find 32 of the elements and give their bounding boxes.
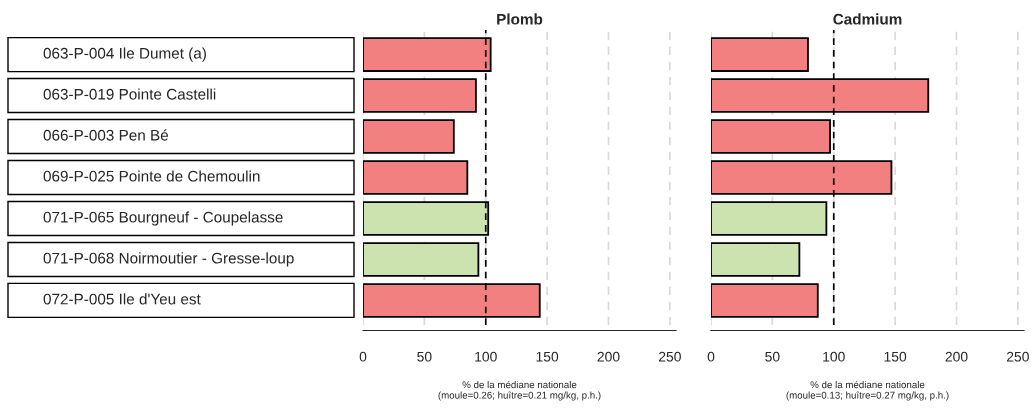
x-tick-label: 200	[597, 351, 620, 362]
x-axis-title: % de la médiane nationale (moule=0.26; huître=0.21 mg/kg, p.h.)	[438, 380, 601, 401]
y-tick-label: 066-P-003 Pen Bé	[43, 129, 169, 141]
x-tick-label: 250	[1006, 351, 1029, 362]
x-tick-label: 250	[658, 351, 681, 362]
y-tick-label: 072-P-005 Ile d'Yeu est	[43, 293, 201, 305]
bar	[363, 119, 455, 154]
y-tick-label: 069-P-025 Pointe de Chemoulin	[43, 170, 260, 182]
x-tick-label: 0	[359, 351, 367, 362]
bar	[711, 201, 828, 236]
bar	[711, 283, 819, 318]
y-tick-label: 071-P-068 Noirmoutier - Gresse-loup	[43, 252, 294, 267]
x-tick-label: 100	[475, 351, 497, 362]
bar	[363, 242, 480, 277]
y-tick-label: 063-P-019 Pointe Castelli	[43, 88, 216, 100]
y-tick-label: 063-P-004 Ile Dumet (a)	[43, 47, 206, 62]
x-tick-label: 150	[536, 351, 559, 362]
x-tick-label: 50	[417, 351, 432, 362]
bar	[363, 78, 477, 113]
bar	[711, 119, 831, 154]
x-tick-label: 150	[884, 351, 907, 362]
bar	[711, 242, 801, 277]
x-tick-label: 50	[765, 351, 780, 362]
y-tick-label: 071-P-065 Bourgneuf - Coupelasse	[43, 211, 283, 226]
chart-title: Plomb	[497, 13, 543, 25]
bar	[711, 37, 809, 72]
chart-title: Cadmium	[833, 13, 902, 25]
x-tick-label: 0	[707, 351, 715, 362]
bar	[363, 160, 469, 195]
x-tick-label: 200	[945, 351, 968, 362]
x-tick-label: 100	[823, 351, 845, 362]
x-axis-title: % de la médiane nationale (moule=0.13; huître=0.27 mg/kg, p.h.)	[786, 380, 949, 401]
